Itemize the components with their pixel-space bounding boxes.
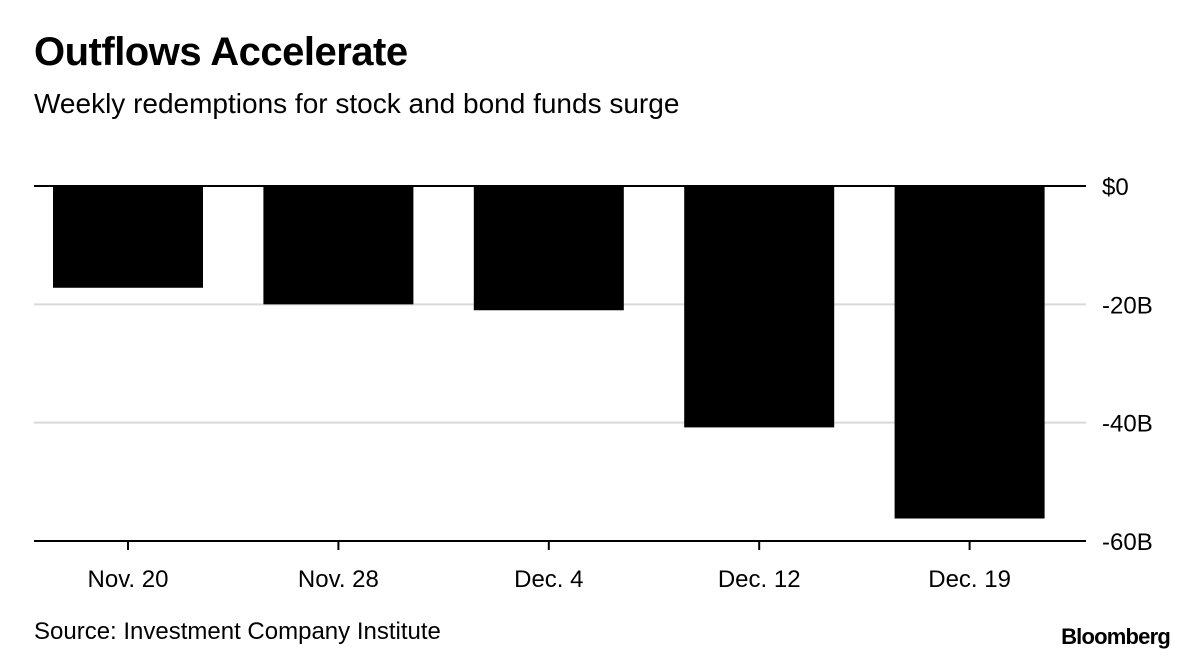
bar: [894, 186, 1045, 519]
y-tick-label: -60B: [1102, 529, 1153, 556]
y-tick-label: -40B: [1102, 411, 1153, 438]
y-tick-label: $0: [1102, 174, 1129, 201]
bar: [263, 186, 414, 305]
y-tick-labels: $0 -20B -40B -60B: [1102, 174, 1153, 556]
chart-title: Outflows Accelerate: [34, 30, 408, 74]
axes: [34, 185, 1086, 550]
bars: [53, 186, 1045, 519]
bar: [684, 186, 835, 428]
x-tick-label: Nov. 28: [298, 566, 379, 593]
x-tick-labels: Nov. 20 Nov. 28 Dec. 4 Dec. 12 Dec. 19: [88, 566, 1011, 593]
chart-subtitle: Weekly redemptions for stock and bond fu…: [34, 88, 680, 119]
x-tick-label: Dec. 12: [718, 566, 801, 593]
x-tick-label: Dec. 4: [514, 566, 583, 593]
x-tick-label: Nov. 20: [88, 566, 169, 593]
bar: [53, 186, 203, 288]
y-tick-label: -20B: [1102, 292, 1153, 319]
bar: [473, 186, 624, 311]
x-tick-label: Dec. 19: [928, 566, 1011, 593]
bloomberg-logo: Bloomberg: [1061, 624, 1171, 649]
source-note: Source: Investment Company Institute: [34, 618, 441, 645]
